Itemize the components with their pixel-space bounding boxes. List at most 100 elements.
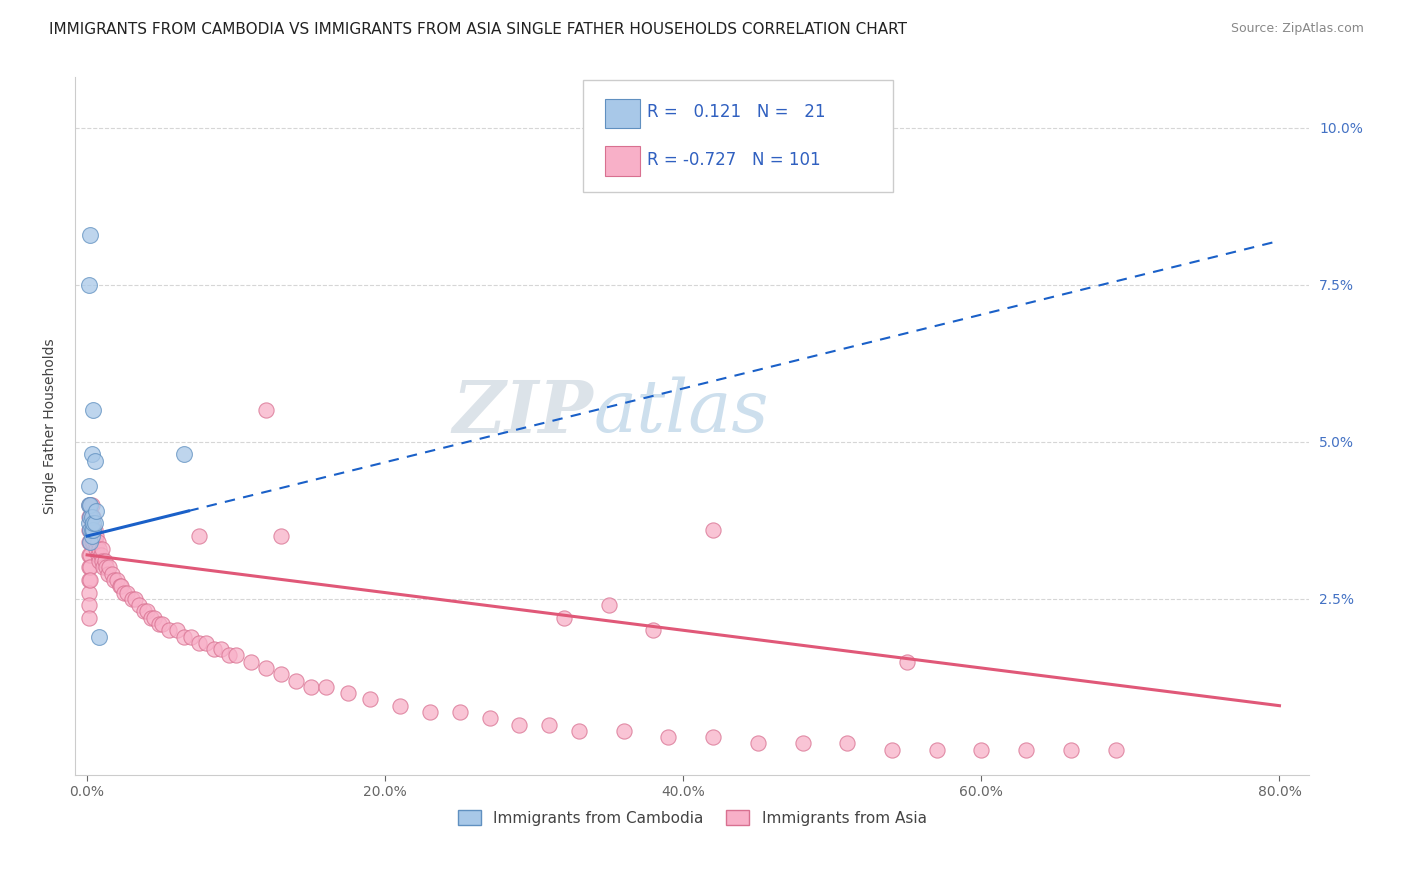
Point [82, 523, 104, 537]
Point [86, 535, 108, 549]
Point [89, 548, 111, 562]
Point [1104, 742, 1126, 756]
Text: ZIP: ZIP [453, 376, 593, 448]
Point [80, 498, 103, 512]
Point [254, 403, 277, 417]
Point [141, 611, 163, 625]
Point [80, 529, 103, 543]
Point [82, 510, 104, 524]
Point [82, 403, 104, 417]
Point [1060, 742, 1083, 756]
Point [77, 479, 100, 493]
Point [132, 604, 155, 618]
Point [77, 277, 100, 292]
Point [299, 680, 322, 694]
Point [792, 736, 814, 750]
Point [79, 498, 101, 512]
Point [108, 579, 131, 593]
Point [419, 705, 441, 719]
Point [77, 523, 100, 537]
Point [124, 591, 146, 606]
Point [837, 736, 859, 750]
Point [84, 541, 107, 556]
Point [80, 510, 103, 524]
Point [747, 736, 769, 750]
Point [94, 554, 117, 568]
Point [449, 705, 471, 719]
Point [702, 730, 724, 744]
Point [79, 510, 101, 524]
Point [187, 529, 209, 543]
Point [79, 523, 101, 537]
Point [97, 566, 120, 581]
Point [508, 717, 530, 731]
Point [77, 611, 100, 625]
Point [77, 560, 100, 574]
Point [80, 523, 103, 537]
Point [110, 579, 132, 593]
Point [103, 573, 125, 587]
Point [91, 554, 114, 568]
Point [79, 498, 101, 512]
Point [538, 717, 561, 731]
Text: R = -0.727   N = 101: R = -0.727 N = 101 [647, 151, 820, 169]
Point [121, 591, 143, 606]
Point [195, 636, 218, 650]
Point [77, 548, 100, 562]
Point [209, 642, 232, 657]
Point [79, 573, 101, 587]
Point [270, 529, 292, 543]
Point [643, 624, 665, 638]
Point [218, 648, 240, 663]
Point [91, 541, 114, 556]
Point [83, 516, 105, 531]
Point [80, 510, 103, 524]
Point [77, 498, 100, 512]
Point [98, 560, 121, 574]
Point [240, 655, 263, 669]
Point [77, 535, 100, 549]
Point [880, 742, 903, 756]
Point [225, 648, 247, 663]
Point [79, 535, 101, 549]
Point [135, 604, 157, 618]
Point [79, 523, 101, 537]
Point [148, 617, 170, 632]
Point [702, 523, 724, 537]
Point [82, 535, 104, 549]
Y-axis label: Single Father Households: Single Father Households [44, 338, 58, 514]
Point [79, 535, 101, 549]
Point [77, 498, 100, 512]
Point [173, 447, 195, 461]
Point [1015, 742, 1038, 756]
Point [79, 548, 101, 562]
Point [173, 630, 195, 644]
Point [270, 667, 292, 681]
Point [166, 624, 188, 638]
Point [80, 447, 103, 461]
Point [553, 611, 575, 625]
Text: IMMIGRANTS FROM CAMBODIA VS IMMIGRANTS FROM ASIA SINGLE FATHER HOUSEHOLDS CORREL: IMMIGRANTS FROM CAMBODIA VS IMMIGRANTS F… [49, 22, 907, 37]
Point [143, 611, 166, 625]
Text: R =   0.121   N =   21: R = 0.121 N = 21 [647, 103, 825, 121]
Point [87, 541, 110, 556]
Point [84, 529, 107, 543]
Point [77, 573, 100, 587]
Point [83, 453, 105, 467]
Point [925, 742, 948, 756]
Point [112, 585, 135, 599]
Point [359, 692, 381, 706]
Point [87, 630, 110, 644]
Point [187, 636, 209, 650]
Point [79, 510, 101, 524]
Point [93, 560, 115, 574]
Point [77, 585, 100, 599]
Point [568, 723, 591, 738]
Point [87, 554, 110, 568]
Point [657, 730, 679, 744]
Point [970, 742, 993, 756]
Text: atlas: atlas [593, 377, 769, 448]
Point [105, 573, 128, 587]
Point [77, 510, 100, 524]
Point [80, 523, 103, 537]
